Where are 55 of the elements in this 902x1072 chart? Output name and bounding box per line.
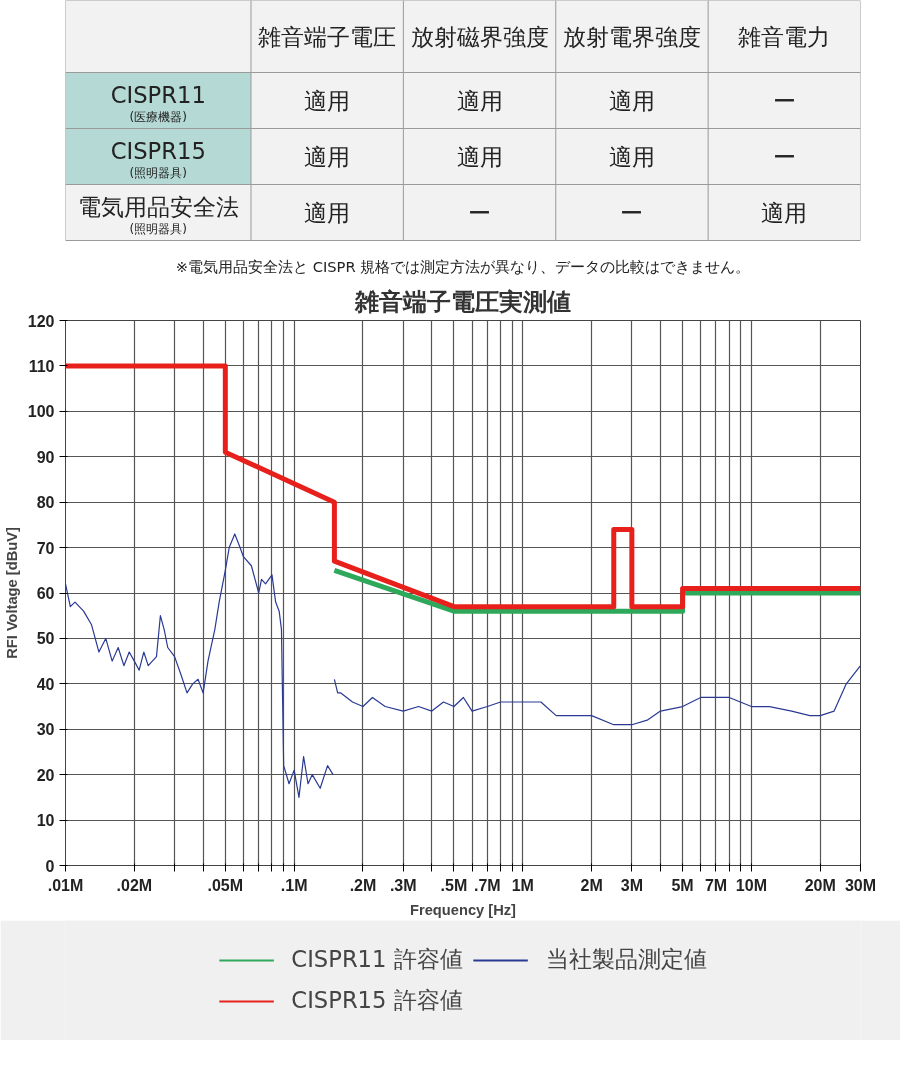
x-tick-label: .3M bbox=[389, 876, 417, 894]
legend-label: CISPR11 許容値 bbox=[291, 945, 463, 974]
x-tick-label: 20M bbox=[804, 876, 836, 894]
text: 適用 bbox=[608, 143, 655, 170]
category-label: 電気用品安全法 (照明器具) bbox=[77, 193, 239, 236]
x-tick-label: 5M bbox=[671, 876, 694, 894]
text: 適用 bbox=[608, 87, 655, 114]
text: ー bbox=[468, 199, 492, 226]
text: 適用 bbox=[456, 87, 503, 114]
y-tick-label: 80 bbox=[36, 494, 55, 512]
x-tick-label: .02M bbox=[116, 876, 153, 894]
text: 適用 bbox=[456, 143, 503, 170]
y-tick-label: 90 bbox=[36, 448, 55, 466]
y-tick-label: 30 bbox=[36, 721, 55, 739]
x-tick-label: .7M bbox=[474, 876, 501, 894]
y-tick-label: 50 bbox=[36, 630, 55, 648]
category-label: CISPR11 (医療機器) bbox=[110, 81, 206, 124]
x-tick-label: .05M bbox=[207, 876, 244, 894]
category-label: 放射電界強度 bbox=[562, 23, 701, 50]
text: ※電気用品安全法と CISPR 規格では測定方法が異なり、データの比較はできません。 bbox=[175, 258, 751, 275]
text: ー bbox=[620, 199, 644, 226]
y-tick-label: 100 bbox=[27, 403, 55, 421]
category-label: 雑音電力 bbox=[738, 23, 831, 50]
legend-label: 当社製品測定値 bbox=[545, 945, 707, 974]
y-tick-label: 0 bbox=[45, 857, 55, 875]
text: 適用 bbox=[304, 87, 351, 114]
legend-label: CISPR15 許容値 bbox=[291, 986, 463, 1015]
x-tick-label: 30M bbox=[844, 876, 877, 894]
text: 適用 bbox=[304, 199, 351, 226]
text: 適用 bbox=[304, 143, 351, 170]
y-axis-title: RFI Voltage [dBuV] bbox=[3, 527, 20, 659]
x-axis-title: Frequency [Hz] bbox=[410, 901, 517, 918]
x-tick-label: 2M bbox=[580, 876, 603, 894]
y-tick-label: 70 bbox=[36, 539, 55, 557]
x-tick-label: 3M bbox=[620, 876, 643, 894]
x-tick-label: 10M bbox=[735, 876, 767, 894]
y-tick-label: 120 bbox=[27, 312, 55, 330]
category-label: 雑音端子電圧 bbox=[258, 23, 397, 50]
text: ー bbox=[772, 143, 796, 170]
x-tick-label: .1M bbox=[280, 876, 308, 894]
y-tick-label: 40 bbox=[36, 675, 55, 693]
text: ー bbox=[772, 87, 796, 114]
y-tick-label: 110 bbox=[28, 357, 55, 375]
text: 適用 bbox=[761, 199, 808, 226]
x-tick-label: .2M bbox=[349, 876, 377, 894]
y-tick-label: 60 bbox=[36, 585, 55, 602]
y-tick-label: 10 bbox=[36, 812, 55, 830]
x-tick-label: 7M bbox=[704, 876, 728, 894]
category-label: 放射磁界強度 bbox=[410, 23, 549, 50]
chart-title: 雑音端子電圧実測値 bbox=[354, 287, 571, 316]
x-tick-label: .5M bbox=[440, 876, 468, 894]
x-tick-label: 1M bbox=[511, 876, 534, 894]
category-label: CISPR15 (照明器具) bbox=[110, 137, 206, 180]
y-tick-label: 20 bbox=[36, 766, 55, 784]
x-tick-label: .01M bbox=[47, 876, 84, 894]
